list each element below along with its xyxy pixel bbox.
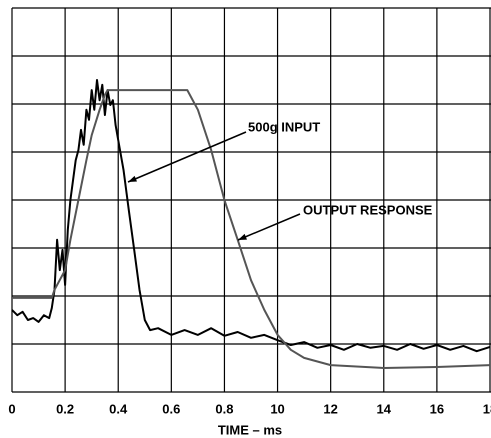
x-tick-label: 18 — [483, 401, 491, 416]
annotation-arrow — [237, 213, 301, 241]
x-tick-label: 0.8 — [215, 401, 233, 416]
x-tick-label: 0.2 — [56, 401, 74, 416]
annotation: OUTPUT RESPONSE — [303, 202, 433, 217]
x-tick-label: 14 — [377, 401, 392, 416]
x-axis-label: TIME – ms — [218, 422, 282, 437]
annotation-arrow — [127, 131, 247, 183]
x-tick-label: 16 — [430, 401, 444, 416]
line-series — [11, 79, 491, 353]
x-tick-label: 10 — [270, 401, 284, 416]
x-tick-label: 12 — [323, 401, 337, 416]
annotation: 500g INPUT — [248, 119, 320, 134]
x-tick-label: 0 — [8, 401, 15, 416]
x-tick-label: 0.4 — [109, 401, 128, 416]
arrow-head — [128, 175, 137, 182]
x-tick-label: 0.6 — [162, 401, 180, 416]
arrow-head — [238, 233, 247, 240]
line-series — [12, 89, 491, 369]
